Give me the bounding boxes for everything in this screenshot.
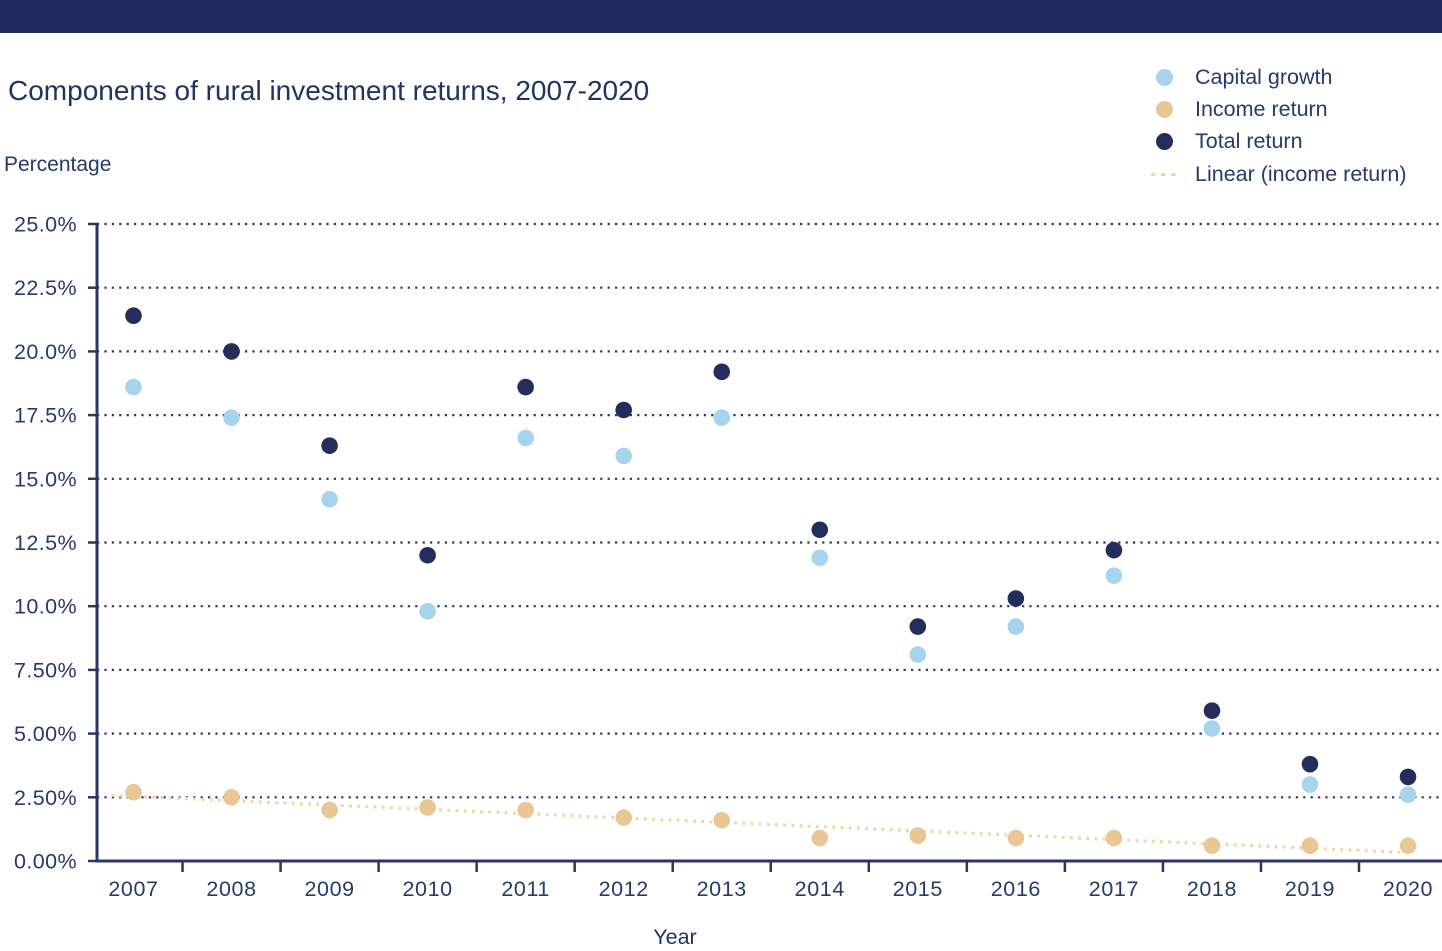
chart-title: Components of rural investment returns, …	[8, 74, 650, 106]
legend-item-label: Income return	[1195, 97, 1328, 122]
data-point-capital-growth-2012	[615, 447, 632, 465]
legend-circle-icon	[1156, 68, 1173, 86]
x-axis-title: Year	[0, 925, 1442, 950]
data-point-total-return-2017	[1105, 541, 1123, 559]
x-axis-tick-label: 2015	[893, 877, 943, 901]
data-point-income-return-2010	[419, 799, 436, 816]
data-point-income-return-2009	[321, 801, 338, 819]
legend-item: Income return	[1156, 93, 1407, 125]
data-point-capital-growth-2020	[1399, 786, 1417, 804]
x-axis-tick-label: 2020	[1383, 877, 1433, 901]
data-point-income-return-2014	[811, 829, 829, 847]
y-axis-tick-label: 7.50%	[14, 658, 77, 682]
data-point-income-return-2012	[615, 809, 632, 826]
data-point-capital-growth-2016	[1007, 618, 1025, 635]
chart-legend: Capital growth Income return Total return L…	[1151, 61, 1407, 191]
x-axis-tick-label: 2016	[991, 877, 1041, 901]
data-point-capital-growth-2007	[125, 378, 142, 396]
x-axis-tick-label: 2013	[697, 877, 747, 901]
data-point-income-return-2015	[909, 827, 927, 844]
legend-item-label: Total return	[1195, 129, 1303, 154]
y-axis-tick-label: 2.50%	[14, 786, 77, 810]
data-point-income-return-2011	[517, 801, 534, 819]
data-point-capital-growth-2009	[321, 490, 338, 508]
data-point-total-return-2018	[1203, 702, 1221, 719]
top-banner-bar	[0, 0, 1442, 33]
data-point-income-return-2008	[223, 789, 240, 806]
y-axis-tick-label: 20.0%	[14, 340, 77, 364]
legend-circle-icon	[1156, 101, 1173, 119]
data-point-total-return-2008	[223, 343, 240, 360]
y-axis-tick-label: 10.0%	[14, 595, 77, 619]
data-point-total-return-2007	[125, 307, 142, 325]
x-axis-tick-label: 2009	[304, 877, 354, 901]
x-axis-tick-label: 2008	[206, 877, 256, 901]
data-point-capital-growth-2013	[713, 409, 731, 426]
data-point-capital-growth-2014	[811, 549, 829, 567]
x-axis-tick-label: 2010	[403, 877, 453, 901]
legend-item: Linear (income return)	[1151, 158, 1407, 190]
data-point-income-return-2007	[125, 783, 142, 801]
data-point-capital-growth-2018	[1203, 720, 1221, 737]
data-point-total-return-2014	[811, 521, 829, 539]
x-axis-tick-label: 2012	[599, 877, 649, 901]
data-point-income-return-2017	[1105, 829, 1123, 847]
legend-item-label: Capital growth	[1195, 64, 1333, 89]
data-point-total-return-2016	[1007, 590, 1025, 607]
x-axis-tick-label: 2019	[1285, 877, 1335, 901]
legend-circle-icon	[1156, 133, 1173, 151]
x-axis-tick-label: 2018	[1187, 877, 1237, 901]
x-axis-tick-label: 2007	[108, 877, 158, 901]
y-axis-tick-label: 17.5%	[14, 404, 77, 428]
legend-dashed-line-icon	[1151, 172, 1177, 177]
legend-item: Capital growth	[1156, 61, 1407, 93]
y-axis-tick-label: 0.00%	[14, 850, 77, 874]
y-axis-tick-label: 25.0%	[14, 213, 77, 237]
y-axis-tick-label: 12.5%	[14, 531, 77, 555]
data-point-total-return-2015	[909, 618, 927, 635]
y-axis-tick-label: 15.0%	[14, 467, 77, 491]
data-point-capital-growth-2011	[517, 429, 534, 447]
data-point-total-return-2010	[419, 546, 436, 564]
legend-item: Total return	[1156, 126, 1407, 158]
data-point-total-return-2019	[1301, 755, 1319, 773]
data-point-income-return-2018	[1203, 837, 1221, 855]
data-point-total-return-2020	[1399, 768, 1417, 786]
legend-item-label: Linear (income return)	[1195, 161, 1407, 186]
data-point-capital-growth-2008	[223, 409, 240, 426]
x-axis-tick-label: 2011	[501, 877, 550, 901]
y-axis-tick-label: 22.5%	[14, 276, 77, 300]
x-axis-title-text: Year	[653, 925, 697, 949]
x-axis-tick-label: 2017	[1089, 877, 1139, 901]
data-point-income-return-2019	[1301, 837, 1319, 855]
y-axis-title: Percentage	[4, 153, 112, 176]
data-point-total-return-2013	[713, 363, 731, 381]
data-point-total-return-2011	[517, 378, 534, 396]
data-point-total-return-2009	[321, 437, 338, 454]
data-point-capital-growth-2010	[419, 602, 436, 620]
data-point-income-return-2013	[713, 811, 731, 829]
data-point-income-return-2016	[1007, 829, 1025, 847]
x-axis-tick-label: 2014	[795, 877, 845, 901]
data-point-capital-growth-2015	[909, 646, 927, 663]
data-point-total-return-2012	[615, 401, 632, 419]
data-point-capital-growth-2017	[1105, 567, 1123, 584]
data-point-income-return-2020	[1399, 837, 1417, 855]
y-axis-tick-label: 5.00%	[14, 722, 77, 746]
data-point-capital-growth-2019	[1301, 776, 1319, 793]
